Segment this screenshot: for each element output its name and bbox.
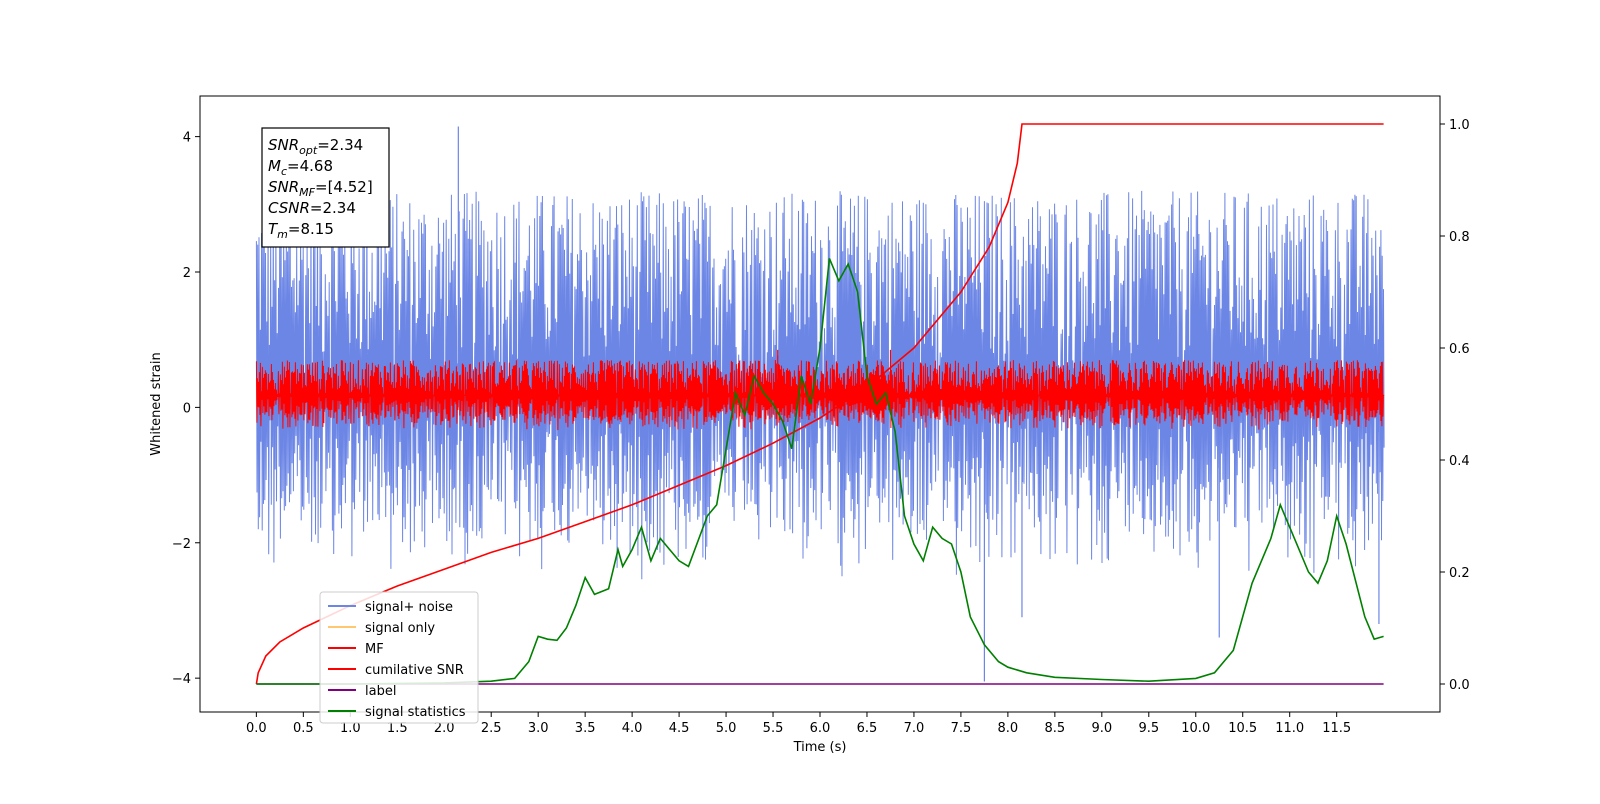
y-right-tick-label: 0.0: [1449, 678, 1470, 693]
axis-layer: 0.0 0.5 1.0 1.5 2.0 2.5 3.0 3.5 4.0 4.5 5.0 5.5 6.0 6…: [172, 118, 1470, 736]
x-tick-label: 1.0: [340, 721, 361, 736]
x-tick-label: 6.5: [857, 721, 878, 736]
annotation-symbol: T: [268, 220, 279, 238]
annotation-symbol: SNR: [268, 136, 299, 154]
legend-label: signal only: [365, 621, 435, 636]
y-left-tick-label: 2: [183, 266, 191, 281]
series-signal-statistics-line: [256, 258, 1384, 685]
x-tick-label: 2.5: [481, 721, 502, 736]
x-tick-label: 8.0: [998, 721, 1019, 736]
annotation-value: =8.15: [288, 220, 334, 238]
y-right-tick-label: 1.0: [1449, 118, 1470, 133]
legend-label: cumilative SNR: [365, 663, 464, 678]
x-tick-label: 3.5: [575, 721, 596, 736]
x-tick-label: 0.5: [293, 721, 314, 736]
series-cumilative-snr-line: [255, 123, 1384, 685]
x-tick-label: 6.0: [810, 721, 831, 736]
x-tick-label: 9.5: [1138, 721, 1159, 736]
series-signal-noise-line: [255, 190, 1385, 580]
x-tick-label: 5.5: [763, 721, 784, 736]
x-tick-label: 4.0: [622, 721, 643, 736]
y-left-tick-label: −2: [172, 537, 191, 552]
x-tick-label: 7.5: [951, 721, 972, 736]
annotation-value: =2.34: [317, 136, 363, 154]
legend: signal+ noise signal only MF cumilative SNR…: [319, 591, 479, 724]
annotation-value: =2.34: [310, 199, 356, 217]
annotation-subscript: m: [277, 228, 288, 241]
x-tick-label: 0.0: [246, 721, 267, 736]
annotation-subscript: opt: [299, 144, 318, 157]
annotation-subscript: c: [281, 165, 287, 178]
x-tick-label: 9.0: [1091, 721, 1112, 736]
x-tick-label: 10.0: [1181, 721, 1210, 736]
legend-label: signal+ noise: [365, 600, 453, 615]
annotation-symbol: SNR: [268, 178, 299, 196]
x-tick-label: 2.0: [434, 721, 455, 736]
series-mf-line: [255, 359, 1385, 431]
annotation-line: SNRMF=[4.52]: [268, 178, 373, 199]
x-tick-label: 10.5: [1228, 721, 1257, 736]
annotation-line: Mc=4.68: [268, 157, 333, 178]
annotation-value: =[4.52]: [315, 178, 373, 196]
y-left-tick-label: 0: [183, 401, 191, 416]
annotation-box: SNRopt=2.34Mc=4.68SNRMF=[4.52]CSNR=2.34T…: [261, 127, 390, 248]
x-tick-label: 8.5: [1045, 721, 1066, 736]
y-axis-label: Whitened strain: [149, 352, 164, 455]
annotation-line: Tm=8.15: [268, 220, 334, 241]
x-tick-label: 11.5: [1322, 721, 1351, 736]
annotation-symbol: CSNR: [268, 199, 310, 217]
y-right-tick-label: 0.8: [1449, 230, 1470, 245]
y-right-tick-label: 0.4: [1449, 454, 1470, 469]
legend-label: signal statistics: [365, 705, 466, 720]
y-left-tick-label: 4: [183, 131, 191, 146]
legend-frame: [319, 591, 479, 724]
y-right-tick-label: 0.6: [1449, 342, 1470, 357]
x-tick-label: 1.5: [387, 721, 408, 736]
x-tick-label: 4.5: [669, 721, 690, 736]
legend-label: label: [365, 684, 396, 699]
y-right-tick-label: 0.2: [1449, 566, 1470, 581]
x-axis-label: Time (s): [793, 740, 847, 755]
annotation-line: SNRopt=2.34: [268, 136, 363, 157]
x-tick-label: 5.0: [716, 721, 737, 736]
x-tick-label: 7.0: [904, 721, 925, 736]
y-left-tick-label: −4: [172, 672, 191, 687]
x-tick-label: 11.0: [1275, 721, 1304, 736]
annotation-value: =4.68: [287, 157, 333, 175]
annotation-frame: [261, 127, 390, 248]
annotation-symbol: M: [268, 157, 281, 175]
annotation-line: CSNR=2.34: [268, 199, 356, 217]
x-tick-label: 3.0: [528, 721, 549, 736]
legend-label: MF: [365, 642, 384, 657]
annotation-subscript: MF: [299, 186, 315, 199]
